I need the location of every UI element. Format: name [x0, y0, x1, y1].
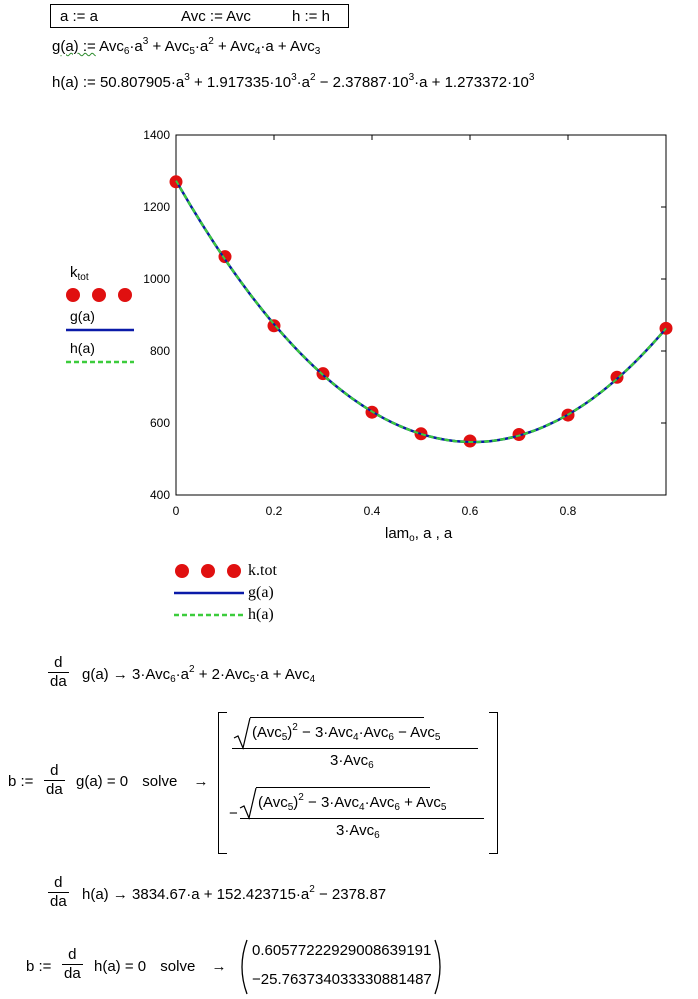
left-legend-k-label: ktot: [70, 264, 89, 283]
root2-denominator: 3·Avc6: [336, 822, 380, 841]
deriv-h-result: h(a) → 3834.67·a + 152.423715·a2 − 2378.…: [82, 884, 387, 903]
root2-fraction-bar: [240, 818, 484, 819]
left-legend-g-label: g(a): [70, 308, 95, 324]
legend-marker: [92, 288, 106, 302]
solve-g-lhs: b :=: [8, 773, 34, 790]
root2-numerator: (Avc5)2 − 3·Avc4·Avc6 + Avc5: [258, 792, 447, 813]
y-tick-label: 600: [150, 416, 170, 430]
x-axis-label: lamo, a , a: [385, 525, 453, 544]
h-definition-line: h(a) := 50.807905·a3 + 1.917335·103·a2 −…: [52, 72, 535, 91]
legend-marker: [201, 564, 215, 578]
vector-right-paren: [434, 939, 441, 995]
solve-keyword: solve: [142, 773, 178, 790]
sqrt-bar-1: [250, 717, 424, 719]
sqrt-bar-2: [256, 787, 430, 789]
g-term3: + Avc: [217, 38, 255, 55]
x-tick-label: 0.2: [266, 504, 283, 518]
series-line-overlay: [175, 180, 667, 443]
root1-fraction-bar: [232, 748, 478, 749]
solve-h-lhs: b :=: [26, 958, 52, 975]
data-point: [512, 428, 526, 442]
solve-h-equation: h(a) = 0 solve →: [94, 958, 227, 975]
sqrt-sign-2: [239, 787, 257, 820]
legend-marker: [175, 564, 189, 578]
x-tick-label: 0.6: [462, 504, 479, 518]
matrix-right-bracket: [489, 712, 498, 854]
x-tick-label: 0.8: [560, 504, 577, 518]
h-definition: h := h: [292, 8, 330, 25]
deriv-g-result: g(a) → 3·Avc6·a2 + 2·Avc5·a + Avc4: [82, 664, 316, 685]
y-tick-label: 1200: [143, 200, 170, 214]
a-definition: a := a: [60, 8, 98, 25]
legend-marker: [118, 288, 132, 302]
series-line-ga: [174, 179, 667, 444]
vector-left-paren: [241, 939, 248, 995]
series-line-ha: [174, 179, 667, 444]
deriv-g-operator: d da: [48, 654, 69, 690]
bottom-legend-swatches: [174, 564, 244, 617]
bottom-legend-h-label: h(a): [248, 606, 274, 623]
plot-frame: [175, 134, 667, 496]
matrix-left-bracket: [218, 712, 227, 854]
series-line-overlay: [175, 180, 667, 443]
avc-definition: Avc := Avc: [181, 8, 251, 25]
legend-marker: [66, 288, 80, 302]
g-term2: + Avc: [152, 38, 190, 55]
solve-keyword: solve: [160, 958, 196, 975]
solve-h-operator: d da: [62, 946, 83, 982]
root1-denominator: 3·Avc6: [330, 752, 374, 771]
root1-numerator: (Avc5)2 − 3·Avc4·Avc6 − Avc5: [252, 722, 441, 743]
root2-sign: −: [229, 805, 238, 822]
h-def-lhs: h(a) :=: [52, 74, 96, 91]
left-legend-h-label: h(a): [70, 340, 95, 356]
y-tick-label: 1000: [143, 272, 170, 286]
y-tick-label: 400: [150, 488, 170, 502]
x-tick-label: 0: [173, 504, 180, 518]
sqrt-sign-1: [233, 717, 251, 750]
left-legend-swatches: [66, 288, 134, 364]
g-term1: Avc: [99, 38, 124, 55]
y-tick-label: 1400: [143, 128, 170, 142]
definitions-box: a := a Avc := Avc h := h: [50, 4, 349, 28]
solve-g-equation: g(a) = 0 solve →: [76, 773, 209, 790]
g-def-lhs: g(a) :=: [52, 38, 96, 55]
solution-value-2: −25.763734033330881487: [252, 971, 432, 988]
legend-marker: [227, 564, 241, 578]
solution-value-1: 0.60577222929008639191: [252, 942, 432, 959]
x-tick-label: 0.4: [364, 504, 381, 518]
bottom-legend-k-label: k.tot: [248, 562, 277, 579]
chart: 400 600 800 1000 1200 1400 0 0.2 0.4 0.6 0.8: [143, 128, 673, 518]
g-definition: g(a) := Avc6·a3 + Avc5·a2 + Avc4·a + Avc…: [52, 36, 321, 57]
solve-g-operator: d da: [44, 762, 65, 798]
bottom-legend-g-label: g(a): [248, 584, 274, 601]
deriv-h-operator: d da: [48, 874, 69, 910]
y-tick-label: 800: [150, 344, 170, 358]
